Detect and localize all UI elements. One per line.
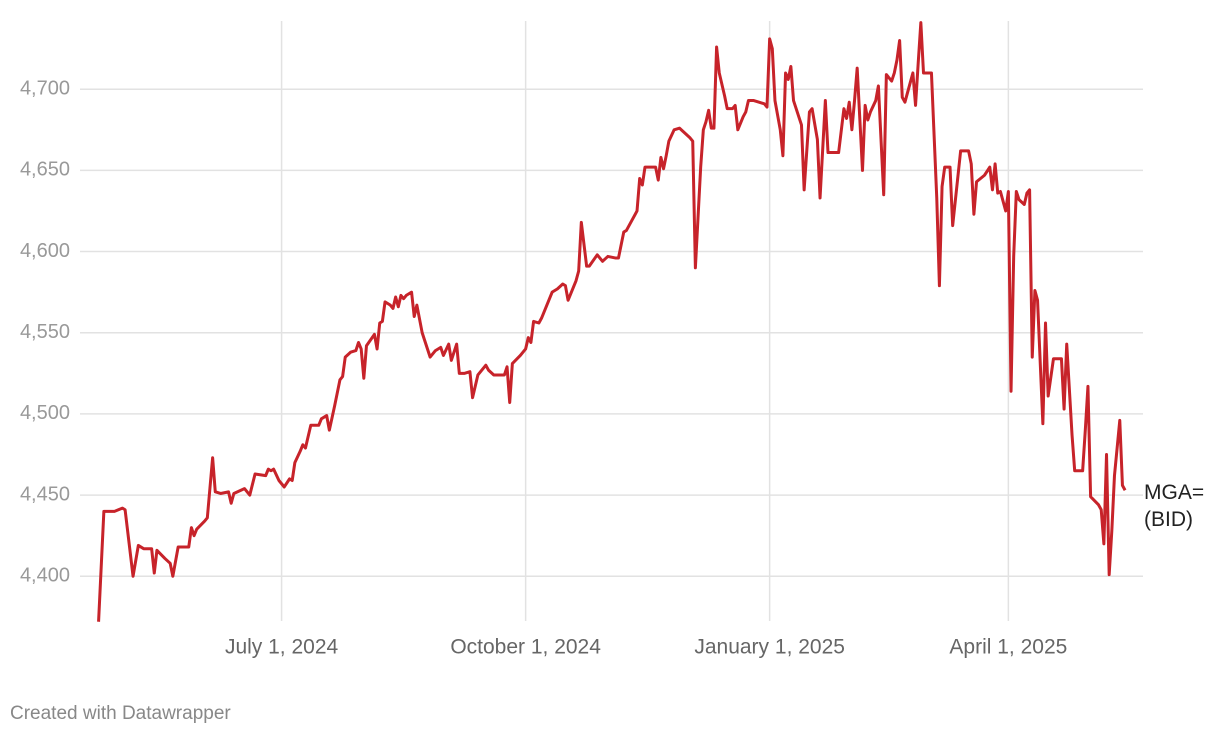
- y-tick-label: 4,700: [20, 77, 70, 99]
- x-tick-label: January 1, 2025: [694, 636, 845, 659]
- y-tick-label: 4,400: [20, 565, 70, 587]
- y-tick-label: 4,450: [20, 483, 70, 505]
- line: [97, 21, 1127, 622]
- y-tick-label: 4,650: [20, 159, 70, 181]
- credit: Created with Datawrapper: [10, 703, 231, 724]
- x-tick-label: July 1, 2024: [225, 636, 339, 659]
- y-tick-label: 4,600: [20, 240, 70, 262]
- x-tick-label: April 1, 2025: [949, 636, 1067, 659]
- y-tick-label: 4,500: [20, 402, 70, 424]
- series-label: MGA= (BID): [1144, 481, 1205, 531]
- y-tick-label: 4,550: [20, 321, 70, 343]
- x-tick-label: October 1, 2024: [450, 636, 601, 659]
